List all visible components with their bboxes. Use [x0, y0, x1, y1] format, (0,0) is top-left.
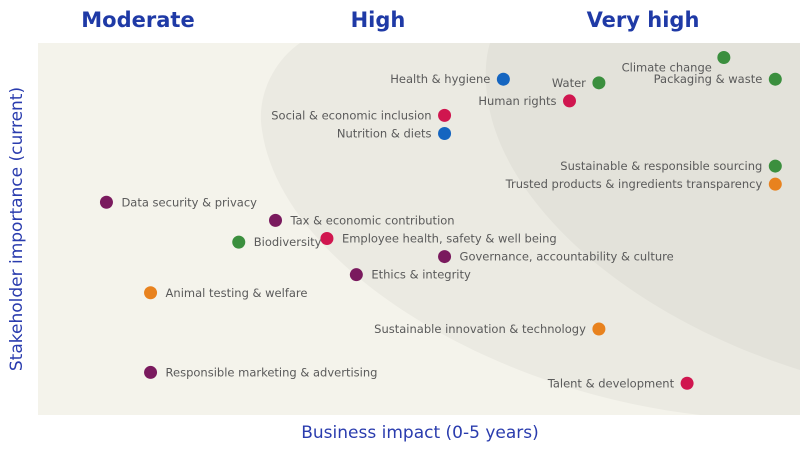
y-axis-label: Stakeholder importance (current) [7, 87, 27, 371]
point-social-economic-inclusion [438, 108, 452, 122]
point-nutrition-diets [438, 127, 452, 140]
point-label-water: Water [552, 76, 586, 90]
point-label-human-rights: Human rights [478, 94, 556, 108]
point-label-talent-development: Talent & development [547, 376, 675, 390]
point-biodiversity [232, 235, 246, 249]
point-label-climate-change: Climate change [622, 60, 712, 74]
point-label-sustainable-innovation-technology: Sustainable innovation & technology [374, 322, 586, 336]
point-health-hygiene [496, 72, 510, 86]
point-label-social-economic-inclusion: Social & economic inclusion [271, 108, 431, 122]
point-human-rights [563, 94, 576, 108]
point-label-health-hygiene: Health & hygiene [390, 72, 490, 86]
point-data-security-privacy [99, 195, 113, 209]
point-packaging-waste [768, 72, 782, 86]
point-label-biodiversity: Biodiversity [254, 235, 322, 249]
point-label-governance-accountability-culture: Governance, accountability & culture [460, 250, 674, 264]
point-label-packaging-waste: Packaging & waste [654, 72, 763, 86]
point-climate-change [717, 50, 731, 64]
point-responsible-marketing-advertising [144, 365, 158, 379]
point-water [592, 76, 606, 90]
zone-label-very-high: Very high [587, 8, 700, 32]
point-label-tax-economic-contribution: Tax & economic contribution [290, 213, 455, 227]
zone-label-high: High [351, 8, 406, 32]
point-label-employee-health-safety-well-being: Employee health, safety & well being [342, 231, 557, 245]
point-tax-economic-contribution [269, 213, 282, 227]
point-animal-testing-welfare [144, 286, 158, 300]
zone-label-moderate: Moderate [81, 8, 194, 32]
point-label-sustainable-responsible-sourcing: Sustainable & responsible sourcing [560, 159, 762, 173]
point-sustainable-innovation-technology [592, 322, 606, 336]
point-sustainable-responsible-sourcing [768, 159, 782, 173]
point-label-responsible-marketing-advertising: Responsible marketing & advertising [166, 365, 378, 379]
x-axis-label: Business impact (0-5 years) [301, 423, 539, 443]
point-talent-development [680, 376, 694, 390]
point-label-trusted-products-ingredients-transparency: Trusted products & ingredients transpare… [505, 177, 763, 191]
point-governance-accountability-culture [438, 250, 452, 264]
zone-very-high-area [485, 43, 800, 370]
point-label-data-security-privacy: Data security & privacy [121, 195, 257, 209]
point-label-animal-testing-welfare: Animal testing & welfare [166, 286, 308, 300]
point-employee-health-safety-well-being [320, 231, 334, 245]
point-ethics-integrity [349, 268, 363, 282]
plot-background [38, 43, 800, 415]
point-label-ethics-integrity: Ethics & integrity [371, 268, 471, 282]
point-label-nutrition-diets: Nutrition & diets [337, 127, 432, 141]
point-trusted-products-ingredients-transparency [768, 177, 782, 191]
